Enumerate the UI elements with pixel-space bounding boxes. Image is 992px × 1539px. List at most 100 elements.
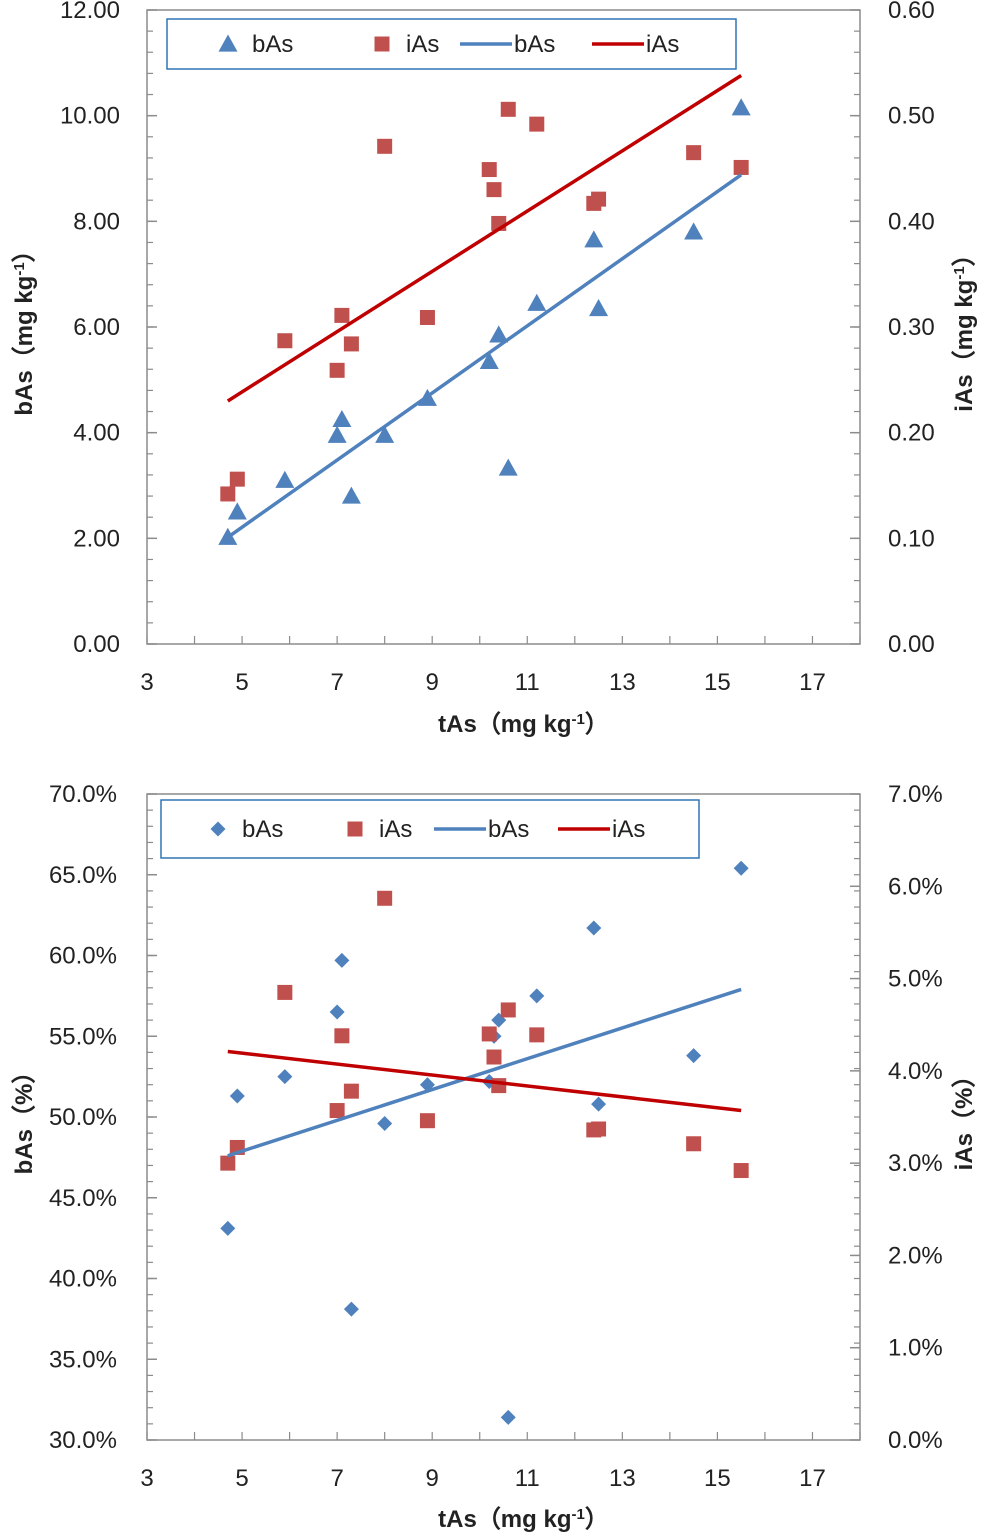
- point-iAs: [481, 162, 497, 178]
- point-bAs: [586, 920, 602, 936]
- y-tick-label: 12.00: [60, 0, 120, 24]
- trend-line-iAs: [226, 74, 743, 403]
- point-iAs: [486, 182, 502, 198]
- point-bAs: [377, 1115, 393, 1131]
- x-tick-label: 15: [704, 669, 731, 696]
- point-bAs: [527, 293, 547, 311]
- point-bAs: [584, 230, 604, 248]
- point-iAs: [529, 1027, 545, 1043]
- point-iAs: [277, 333, 293, 349]
- legend: bAs iAs bAs iAs: [166, 18, 737, 70]
- y-tick-label: 4.00: [73, 420, 120, 447]
- x-tick-label: 11: [515, 1465, 540, 1492]
- y-axis-title: bAs（mg kg-1）: [11, 238, 39, 415]
- x-tick-label: 5: [235, 1465, 248, 1492]
- trend-line-bAs: [226, 173, 743, 539]
- point-bAs: [329, 1004, 345, 1020]
- point-iAs: [733, 1163, 749, 1179]
- point-bAs: [334, 952, 350, 968]
- y2-tick-label: 4.0%: [888, 1058, 943, 1085]
- point-iAs: [329, 362, 345, 378]
- y-tick-label: 8.00: [73, 208, 120, 235]
- legend-marker-iAs: [374, 36, 390, 52]
- legend-marker-bAs: [218, 34, 238, 52]
- y2-axis-title: iAs（%）: [951, 1064, 978, 1171]
- point-bAs: [327, 425, 347, 443]
- point-iAs: [419, 1113, 435, 1129]
- legend-marker-iAs: [347, 821, 363, 837]
- point-iAs: [591, 1121, 607, 1137]
- y-tick-label: 60.0%: [49, 943, 117, 970]
- point-iAs: [686, 145, 702, 161]
- point-iAs: [343, 1083, 359, 1099]
- point-bAs: [591, 1096, 607, 1112]
- legend-marker-bAs: [210, 821, 226, 837]
- y2-tick-label: 0.20: [888, 420, 935, 447]
- point-bAs: [227, 502, 247, 520]
- x-tick-label: 9: [426, 1465, 439, 1492]
- point-bAs: [277, 1069, 293, 1085]
- x-tick-label: 5: [235, 669, 248, 696]
- chart-1: 0.00 2.00 4.00 6.00 8.00 10.00 12.00 0.00 0.10 0.…: [11, 0, 979, 738]
- legend-label: bAs: [252, 31, 293, 58]
- point-bAs: [343, 1301, 359, 1317]
- y2-tick-label: 5.0%: [888, 966, 943, 993]
- point-iAs: [377, 890, 393, 906]
- legend-label: bAs: [242, 816, 283, 843]
- point-iAs: [377, 138, 393, 154]
- y-tick-label: 30.0%: [49, 1427, 117, 1454]
- point-bAs: [498, 458, 518, 476]
- legend-label: iAs: [406, 31, 439, 58]
- point-iAs: [733, 159, 749, 175]
- legend-label: iAs: [612, 816, 645, 843]
- point-iAs: [481, 1026, 497, 1042]
- point-bAs: [529, 988, 545, 1004]
- point-bAs: [341, 486, 361, 504]
- y-tick-label: 6.00: [73, 314, 120, 341]
- point-iAs: [419, 309, 435, 325]
- point-iAs: [277, 984, 293, 1000]
- y2-tick-label: 3.0%: [888, 1150, 943, 1177]
- y2-tick-label: 7.0%: [888, 781, 943, 808]
- x-axis-title: tAs（mg kg-1）: [438, 711, 609, 739]
- point-iAs: [220, 1155, 236, 1171]
- x-tick-label: 13: [609, 1465, 636, 1492]
- point-bAs: [220, 1220, 236, 1236]
- point-iAs: [343, 336, 359, 352]
- point-bAs: [275, 470, 295, 488]
- x-axis-title: tAs（mg kg-1）: [438, 1506, 609, 1534]
- legend-label: bAs: [488, 816, 529, 843]
- y2-tick-label: 0.10: [888, 525, 935, 552]
- point-bAs: [731, 98, 751, 116]
- y-tick-label: 65.0%: [49, 862, 117, 889]
- point-bAs: [733, 860, 749, 876]
- point-iAs: [220, 486, 236, 502]
- x-tick-label: 17: [799, 1465, 826, 1492]
- x-tick-label: 17: [799, 669, 826, 696]
- y-tick-label: 45.0%: [49, 1185, 117, 1212]
- point-iAs: [686, 1136, 702, 1152]
- y2-tick-label: 0.50: [888, 103, 935, 130]
- point-bAs: [684, 222, 704, 240]
- x-tick-label: 7: [330, 669, 343, 696]
- y2-tick-label: 0.0%: [888, 1427, 943, 1454]
- y2-tick-label: 0.60: [888, 0, 935, 24]
- point-bAs: [375, 425, 395, 443]
- legend-label: iAs: [379, 816, 412, 843]
- legend-label: bAs: [514, 31, 555, 58]
- point-bAs: [332, 409, 352, 428]
- point-iAs: [486, 1049, 502, 1065]
- point-bAs: [229, 1088, 245, 1104]
- y-tick-label: 35.0%: [49, 1346, 117, 1373]
- point-bAs: [500, 1409, 516, 1425]
- point-bAs: [479, 351, 499, 369]
- y2-tick-label: 2.0%: [888, 1242, 943, 1269]
- plot-area: [146, 793, 861, 1441]
- y2-axis-title: iAs（mg kg-1）: [951, 242, 979, 411]
- x-tick-label: 3: [140, 1465, 153, 1492]
- y2-tick-label: 6.0%: [888, 873, 943, 900]
- y-tick-label: 2.00: [73, 525, 120, 552]
- y2-tick-label: 0.30: [888, 314, 935, 341]
- point-bAs: [489, 325, 509, 343]
